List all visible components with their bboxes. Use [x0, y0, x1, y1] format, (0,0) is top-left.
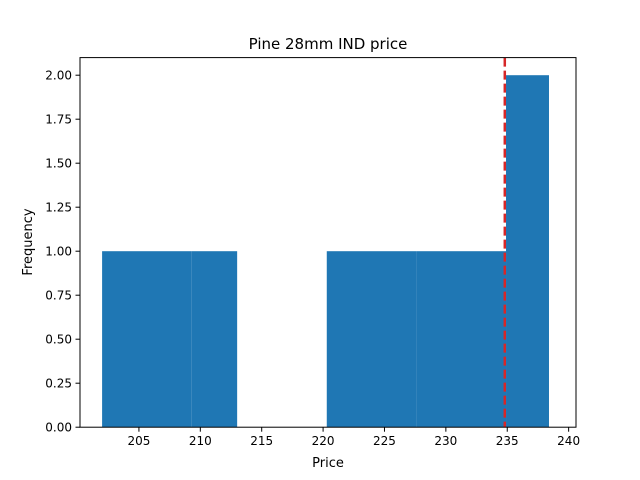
y-tick-label: 0.00 — [45, 421, 72, 435]
chart-title: Pine 28mm IND price — [249, 35, 408, 53]
y-tick-label: 1.25 — [45, 201, 72, 215]
y-tick-label: 1.50 — [45, 157, 72, 171]
x-tick-label: 205 — [127, 434, 150, 448]
histogram-bar — [326, 251, 417, 428]
y-tick-label: 1.00 — [45, 245, 72, 259]
y-tick-label: 0.50 — [45, 333, 72, 347]
x-tick-label: 235 — [496, 434, 519, 448]
plot-frame — [79, 57, 577, 428]
y-axis-label: Frequency — [21, 208, 36, 275]
histogram-bar — [191, 251, 238, 428]
x-tick-label: 240 — [557, 434, 580, 448]
histogram-bar — [416, 251, 507, 428]
x-tick-label: 215 — [250, 434, 273, 448]
x-tick-label: 225 — [373, 434, 396, 448]
x-tick-label: 210 — [189, 434, 212, 448]
x-tick-label: 220 — [312, 434, 335, 448]
y-tick-label: 2.00 — [45, 69, 72, 83]
y-axis: 0.00 0.25 0.50 0.75 1.00 1.25 1.50 1.75 2.00 — [45, 69, 80, 435]
x-tick-label: 230 — [434, 434, 457, 448]
x-axis: 205 210 215 220 225 230 235 240 — [127, 427, 580, 448]
histogram-bar — [506, 75, 549, 428]
y-tick-label: 0.25 — [45, 377, 72, 391]
plot-area — [102, 57, 549, 428]
x-axis-label: Price — [312, 456, 344, 471]
y-tick-label: 1.75 — [45, 113, 72, 127]
y-tick-label: 0.75 — [45, 289, 72, 303]
histogram-bar — [102, 251, 192, 428]
